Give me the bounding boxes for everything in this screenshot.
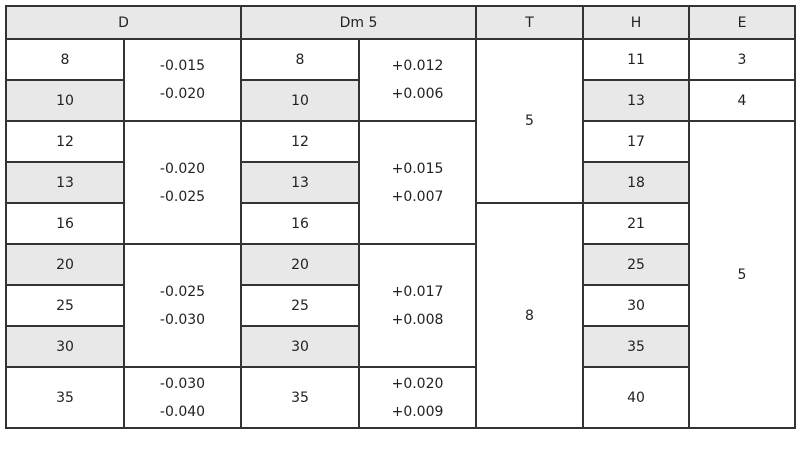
row: 13 13 18 — [5, 161, 795, 204]
row: 35 -0.030 -0.040 35 +0.020 +0.009 40 — [5, 366, 795, 429]
tolerance-cell: +0.020 +0.009 — [358, 366, 477, 429]
cell: 25 — [582, 243, 690, 286]
cell: 35 — [5, 366, 125, 429]
cell: 30 — [5, 325, 125, 368]
row: 12 -0.020 -0.025 12 +0.015 +0.007 17 5 — [5, 120, 796, 429]
tolerance-cell: +0.012 +0.006 — [358, 38, 477, 122]
value: +0.006 — [391, 86, 444, 102]
value: +0.015 — [391, 160, 444, 177]
cell: 20 — [240, 243, 360, 286]
cell: 5 — [475, 38, 584, 204]
value: +0.008 — [391, 311, 444, 328]
value: -0.020 — [159, 160, 206, 177]
cell: 18 — [582, 161, 690, 204]
cell: 16 — [5, 202, 125, 245]
cell: 25 — [5, 284, 125, 327]
spec-table: D Dm 5 T H E 8 -0.015 -0.020 8 +0.012 +0.0… — [5, 5, 796, 429]
row: 20 -0.025 -0.030 20 +0.017 +0.008 25 — [5, 243, 795, 368]
cell: 13 — [582, 79, 690, 122]
row: 16 16 8 21 — [5, 202, 795, 429]
tolerance-cell: -0.020 -0.025 — [123, 120, 242, 245]
value: +0.012 — [391, 58, 444, 74]
cell: 8 — [5, 38, 125, 81]
cell: 10 — [240, 79, 360, 122]
cell: 16 — [240, 202, 360, 245]
row: 8 -0.015 -0.020 8 +0.012 +0.006 5 11 3 — [5, 38, 796, 204]
value: +0.020 — [391, 375, 444, 392]
header-row: D Dm 5 T H E — [5, 5, 796, 40]
cell: 21 — [582, 202, 690, 245]
cell: 13 — [5, 161, 125, 204]
value: -0.030 — [159, 375, 206, 392]
header-cell: D — [5, 5, 242, 40]
tolerance-cell: +0.015 +0.007 — [358, 120, 477, 245]
header-cell: Dm 5 — [240, 5, 477, 40]
cell: 10 — [5, 79, 125, 122]
value: -0.020 — [159, 86, 206, 102]
cell: 11 — [582, 38, 690, 81]
value: -0.015 — [159, 58, 206, 74]
value: +0.009 — [391, 403, 444, 420]
value: +0.007 — [391, 188, 444, 205]
cell: 35 — [582, 325, 690, 368]
cell: 35 — [240, 366, 360, 429]
tolerance-cell: -0.015 -0.020 — [123, 38, 242, 122]
cell: 4 — [688, 79, 796, 122]
cell: 5 — [688, 120, 796, 429]
tolerance-cell: -0.025 -0.030 — [123, 243, 242, 368]
row: 25 25 30 — [5, 284, 795, 327]
cell: 8 — [240, 38, 360, 81]
value: -0.025 — [159, 188, 206, 205]
value: -0.025 — [159, 283, 206, 300]
cell: 40 — [582, 366, 690, 429]
tolerance-cell: +0.017 +0.008 — [358, 243, 477, 368]
cell: 25 — [240, 284, 360, 327]
cell: 17 — [582, 120, 690, 163]
header-cell: E — [688, 5, 796, 40]
cell: 8 — [475, 202, 584, 429]
value: +0.017 — [391, 283, 444, 300]
header-cell: H — [582, 5, 690, 40]
cell: 12 — [5, 120, 125, 163]
header-cell: T — [475, 5, 584, 40]
cell: 20 — [5, 243, 125, 286]
value: -0.040 — [159, 403, 206, 420]
row: 30 30 35 — [5, 325, 795, 368]
cell: 30 — [582, 284, 690, 327]
cell: 13 — [240, 161, 360, 204]
cell: 3 — [688, 38, 796, 81]
cell: 12 — [240, 120, 360, 163]
row: 10 10 13 4 — [5, 79, 796, 122]
tolerance-cell: -0.030 -0.040 — [123, 366, 242, 429]
value: -0.030 — [159, 311, 206, 328]
cell: 30 — [240, 325, 360, 368]
